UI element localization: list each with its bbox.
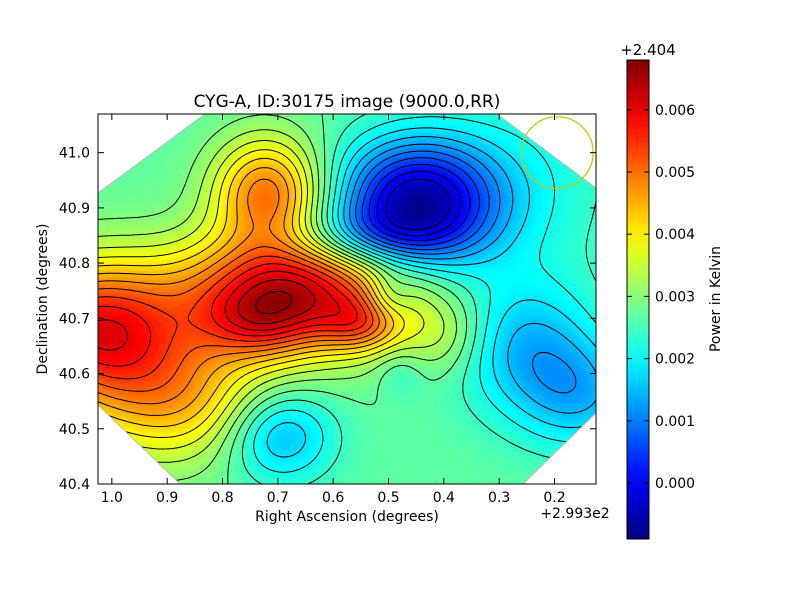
contour-lines	[98, 114, 596, 484]
y-axis-label: Declination (degrees)	[35, 224, 51, 375]
colorbar-ticks: 0.000 0.001 0.002 0.003 0.004 0.005 0.006	[627, 103, 695, 492]
colorbar-tick-label: 0.003	[655, 289, 695, 305]
heatmap-image	[98, 114, 596, 484]
contour-line	[255, 291, 293, 315]
x-tick-label: 0.5	[377, 490, 399, 506]
colorbar-label: Power in Kelvin	[708, 246, 724, 352]
contour-line	[361, 157, 480, 246]
x-tick-label: 0.2	[543, 490, 565, 506]
contour-line	[98, 246, 374, 392]
contour-line	[98, 114, 457, 482]
contour-line	[237, 279, 316, 325]
contour-line	[343, 136, 596, 414]
contour-line	[98, 149, 405, 438]
y-tick-label: 40.5	[59, 422, 90, 438]
plot-area	[98, 114, 596, 484]
contour-line	[98, 157, 395, 427]
x-tick-label: 0.8	[211, 490, 233, 506]
y-tick-label: 40.4	[59, 477, 90, 493]
x-axis-label: Right Ascension (degrees)	[255, 509, 439, 525]
x-tick-label: 1.0	[101, 490, 123, 506]
contour-line	[385, 178, 451, 231]
x-tick-label: 0.4	[433, 490, 455, 506]
y-tick-label: 40.9	[59, 201, 90, 217]
contour-line	[98, 129, 445, 463]
contour-line	[376, 170, 462, 237]
colorbar-tick-label: 0.001	[655, 414, 695, 430]
contour-line	[98, 270, 341, 351]
y-tick-label: 40.7	[59, 311, 90, 327]
colorbar-tick-label: 0.005	[655, 165, 695, 181]
contour-line	[349, 143, 577, 394]
contour-line	[266, 127, 596, 458]
contour-line	[355, 150, 490, 251]
contour-line	[98, 167, 387, 416]
colorbar-offset-label: +2.404	[620, 41, 676, 59]
x-tick-label: 0.7	[267, 490, 289, 506]
image-boundary	[98, 114, 596, 484]
colorbar-tick-label: 0.004	[655, 227, 695, 243]
colorbar-gradient	[626, 59, 650, 540]
contour-line	[368, 163, 471, 242]
y-axis: 40.4 40.5 40.6 40.7 40.8 40.9 41.0	[59, 146, 596, 493]
colorbar-tick-label: 0.002	[655, 352, 695, 368]
chart-title: CYG-A, ID:30175 image (9000.0,RR)	[194, 92, 501, 112]
contour-line	[253, 116, 596, 473]
colorbar-tick-label: 0.006	[655, 103, 695, 119]
colorbar: 0.000 0.001 0.002 0.003 0.004 0.005 0.006 +2.4…	[620, 41, 724, 540]
x-tick-label: 0.3	[488, 490, 510, 506]
y-tick-label: 40.8	[59, 256, 90, 272]
x-offset-label: +2.993e2	[540, 506, 609, 522]
x-tick-label: 0.9	[156, 490, 178, 506]
colorbar-tick-label: 0.000	[655, 476, 695, 492]
contour-line	[98, 178, 380, 405]
plot-frame	[97, 113, 597, 485]
x-tick-label: 0.6	[322, 490, 344, 506]
contour-line	[98, 263, 358, 367]
contour-line	[98, 255, 367, 380]
y-tick-label: 40.6	[59, 367, 90, 383]
y-tick-label: 41.0	[59, 146, 90, 162]
x-axis: 1.0 0.9 0.8 0.7 0.6 0.5 0.4 0.3 0.2	[101, 114, 566, 506]
contour-line	[227, 114, 468, 484]
